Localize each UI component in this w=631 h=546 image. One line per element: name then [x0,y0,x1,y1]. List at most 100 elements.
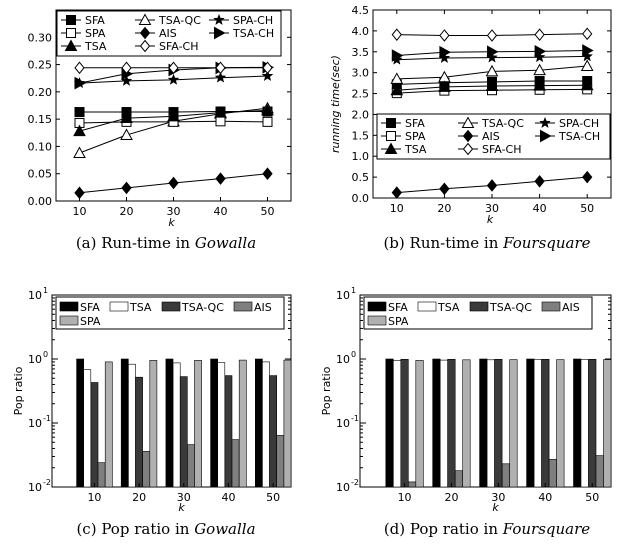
y-tick-label: 3.0 [352,67,370,80]
data-point [74,186,85,200]
bar-TSA-QC-k20 [135,376,143,488]
data-point [582,27,593,41]
y-tick-label: 0.05 [28,168,53,181]
legend-entry: SPA [405,130,426,143]
data-point [391,186,402,199]
legend-marker [139,26,151,40]
legend-swatch [233,301,253,312]
data-point [121,61,132,75]
bar-TSA-QC-k10 [400,358,409,488]
y-tick-label: 0.0 [352,192,370,205]
data-point [262,116,273,127]
x-axis-label: k [178,501,185,514]
y-tick-exponent: 0 [43,350,48,359]
legend-swatch [59,301,79,312]
legend-entry: SPA [80,315,101,328]
y-tick-base: 10 [336,417,350,430]
legend-entry: SPA [388,315,409,328]
data-point [534,174,545,188]
data-point [167,109,180,122]
y-tick-label: 4.0 [352,25,370,38]
series-AIS [74,167,273,200]
y-tick-label: 2.0 [352,108,370,121]
legend-entry: TSA [404,143,427,156]
x-tick-label: 30 [485,202,499,215]
data-point [73,124,86,137]
legend: SFA TSA TSA-QC AIS SPA [55,296,285,330]
bar-TSA-QC-k40 [541,358,550,488]
x-tick-label: 40 [221,491,235,504]
caption-dataset: Foursquare [502,520,591,538]
y-tick-label: 2.5 [352,88,370,101]
bar-TSA-k30 [486,359,495,488]
y-axis-label: running time(sec) [329,55,342,153]
legend-swatch [417,301,437,312]
y-tick-base: 10 [336,481,350,494]
y-tick-label: 0.15 [28,113,53,126]
bar-SFA-k40 [210,358,219,488]
data-point [74,76,87,90]
line-chart-0: 0.00 0.05 0.10 0.15 0.20 0.25 0.30 10 20 30 40 50 k S… [28,9,292,229]
data-point [533,79,546,91]
legend-entry: SPA-CH [559,117,599,130]
caption-label: (c) Pop ratio in [76,520,194,538]
bar-TSA-QC-k50 [588,358,597,488]
bar-TSA-k50 [262,361,270,488]
legend-frame [56,10,282,57]
bar-SFA-k50 [255,358,263,488]
bar-TSA-QC-k10 [90,382,99,488]
bar-SPA-k20 [149,360,158,488]
bar-SPA-k50 [283,359,292,488]
bar-AIS-k20 [142,451,151,488]
bar-SFA-k20 [120,358,129,488]
y-axis-label: Pop ratio [12,366,25,415]
y-tick-base: 10 [28,417,42,430]
line-chart-1: 0.0 0.5 1.0 1.5 2.0 2.5 3.0 3.5 4.0 4.5 10 20 30 40 50… [329,4,612,226]
legend-entry: TSA-CH [558,130,600,143]
legend-swatch [109,301,129,312]
y-tick-base: 10 [28,481,42,494]
legend-marker [462,142,474,156]
series-TSA-QC [390,59,594,84]
data-point [439,45,451,59]
data-point [534,45,547,58]
legend-marker [462,129,474,143]
legend-marker [386,131,396,141]
y-tick-exponent: -2 [43,478,51,487]
data-point [391,49,404,62]
data-point [582,170,593,184]
legend-marker [539,116,551,129]
legend-entry: TSA [84,40,107,53]
data-point [439,182,450,196]
bar-SPA-k30 [194,360,202,488]
y-tick-label: 1.0 [352,150,370,163]
bar-SFA-k40 [526,358,535,488]
series-SFA-CH [74,61,273,75]
legend-swatch [59,315,79,326]
legend-marker [214,26,226,40]
legend-marker [540,129,552,143]
legend-entry: TSA-CH [232,27,274,40]
bar-SPA-k30 [509,359,518,488]
bar-TSA-k30 [172,362,181,488]
x-tick-label: 10 [390,202,404,215]
data-point [580,59,594,71]
legend-entry: SFA [85,14,105,27]
data-point [391,28,402,41]
bar-TSA-QC-k30 [179,376,188,488]
y-tick-label: 1.5 [352,129,370,142]
legend-marker [139,39,151,53]
legend-swatch [469,301,489,312]
y-tick-label: 0.20 [28,86,53,99]
data-point [261,69,274,82]
legend-entry: SFA [80,301,100,314]
bar-AIS-k30 [501,463,511,488]
bar-AIS-k50 [595,455,604,488]
y-tick-exponent: 0 [351,350,356,359]
data-point [168,176,179,190]
legend-entry: SPA-CH [233,14,273,27]
x-tick-label: 10 [87,491,101,504]
